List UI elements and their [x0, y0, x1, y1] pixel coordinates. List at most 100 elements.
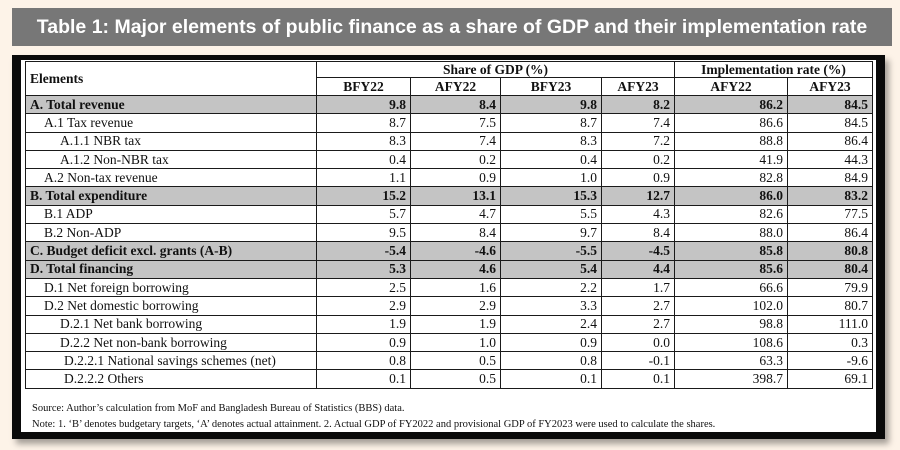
table-row: A.2 Non-tax revenue 1.1 0.9 1.0 0.9 82.8 84.9	[25, 168, 873, 188]
row-value: 98.8	[674, 314, 788, 334]
row-value: 8.4	[601, 223, 675, 243]
row-label: A.1.1 NBR tax	[25, 131, 317, 151]
row-value: 86.2	[674, 94, 788, 115]
row-label: D.2.2.2 Others	[25, 369, 317, 389]
row-label: D.2 Net domestic borrowing	[25, 296, 317, 316]
row-value: 0.1	[316, 369, 411, 389]
col-header-impl-afy23: AFY23	[787, 77, 873, 96]
row-value: 1.7	[601, 277, 675, 298]
row-value: 1.9	[410, 314, 501, 334]
table-title: Table 1: Major elements of public financ…	[12, 8, 892, 46]
row-value: 63.3	[674, 351, 788, 371]
row-value: 3.3	[500, 296, 602, 316]
table-row: A.1 Tax revenue 8.7 7.5 8.7 7.4 86.6 84.5	[25, 113, 873, 133]
row-value: 0.4	[500, 149, 602, 170]
row-value: 9.8	[500, 94, 602, 115]
row-value: 83.2	[787, 186, 873, 206]
row-value: 1.0	[410, 332, 501, 353]
row-value: 41.9	[674, 149, 788, 170]
row-value: 69.1	[787, 369, 873, 389]
row-value: 108.6	[674, 332, 788, 353]
row-label: B. Total expenditure	[25, 186, 317, 206]
table-row: A. Total revenue 9.8 8.4 9.8 8.2 86.2 84.5	[25, 94, 873, 115]
row-value: 86.4	[787, 131, 873, 151]
row-value: 8.7	[500, 113, 602, 133]
row-label: D.2.2 Net non-bank borrowing	[25, 332, 317, 353]
row-value: 398.7	[674, 369, 788, 389]
row-value: 0.8	[316, 351, 411, 371]
table-row: A.1.2 Non-NBR tax 0.4 0.2 0.4 0.2 41.9 44.3	[25, 149, 873, 170]
table-row: B.2 Non-ADP 9.5 8.4 9.7 8.4 88.0 86.4	[25, 223, 873, 243]
row-value: -4.6	[410, 241, 501, 261]
row-value: 2.5	[316, 277, 411, 298]
table-row: B. Total expenditure 15.2 13.1 15.3 12.7 86.0…	[25, 186, 873, 206]
row-value: 80.8	[787, 241, 873, 261]
row-value: 86.4	[787, 223, 873, 243]
table-row: D.2.1 Net bank borrowing 1.9 1.9 2.4 2.7 98.8…	[25, 314, 873, 334]
row-value: 84.5	[787, 113, 873, 133]
row-value: 4.7	[410, 204, 501, 225]
table-notes: Source: Author’s calculation from MoF an…	[32, 401, 862, 432]
row-value: 13.1	[410, 186, 501, 206]
table-row: B.1 ADP 5.7 4.7 5.5 4.3 82.6 77.5	[25, 204, 873, 225]
col-header-bfy23: BFY23	[500, 77, 602, 96]
row-value: 84.5	[787, 94, 873, 115]
row-value: 9.8	[316, 94, 411, 115]
row-value: 111.0	[787, 314, 873, 334]
row-value: 9.5	[316, 223, 411, 243]
table-row: D.2.2.2 Others 0.1 0.5 0.1 0.1 398.7 69.1	[25, 369, 873, 389]
table-row: D.2.2 Net non-bank borrowing 0.9 1.0 0.9 0.0…	[25, 332, 873, 353]
row-label: B.2 Non-ADP	[25, 223, 317, 243]
row-value: 8.2	[601, 94, 675, 115]
row-label: D.1 Net foreign borrowing	[25, 277, 317, 298]
row-value: 4.6	[410, 259, 501, 279]
row-label: A. Total revenue	[25, 94, 317, 115]
row-value: 80.4	[787, 259, 873, 279]
row-label: A.1.2 Non-NBR tax	[25, 149, 317, 170]
row-value: 1.6	[410, 277, 501, 298]
row-value: 82.8	[674, 168, 788, 188]
row-value: 86.6	[674, 113, 788, 133]
row-value: 0.8	[500, 351, 602, 371]
share-of-gdp-header: Share of GDP (%)	[316, 61, 675, 78]
row-value: 1.0	[500, 168, 602, 188]
row-value: 12.7	[601, 186, 675, 206]
row-value: 1.1	[316, 168, 411, 188]
col-header-afy23: AFY23	[601, 77, 675, 96]
row-value: 5.3	[316, 259, 411, 279]
row-value: -5.4	[316, 241, 411, 261]
row-value: 7.5	[410, 113, 501, 133]
row-value: 7.2	[601, 131, 675, 151]
row-value: 0.4	[316, 149, 411, 170]
row-value: 8.4	[410, 94, 501, 115]
row-value: 1.9	[316, 314, 411, 334]
row-value: 7.4	[410, 131, 501, 151]
row-value: 0.0	[601, 332, 675, 353]
row-value: 0.5	[410, 351, 501, 371]
row-value: 5.5	[500, 204, 602, 225]
row-value: 2.7	[601, 314, 675, 334]
row-value: 79.9	[787, 277, 873, 298]
row-value: 0.2	[601, 149, 675, 170]
table-row: D.2.2.1 National savings schemes (net) 0.…	[25, 351, 873, 371]
table-row: A.1.1 NBR tax 8.3 7.4 8.3 7.2 88.8 86.4	[25, 131, 873, 151]
row-label: D.2.2.1 National savings schemes (net)	[25, 351, 317, 371]
row-value: 2.9	[316, 296, 411, 316]
row-value: 7.4	[601, 113, 675, 133]
elements-header: Elements	[25, 61, 317, 96]
row-value: 44.3	[787, 149, 873, 170]
row-value: 84.9	[787, 168, 873, 188]
row-value: 8.4	[410, 223, 501, 243]
row-label: D.2.1 Net bank borrowing	[25, 314, 317, 334]
row-value: 0.9	[601, 168, 675, 188]
row-value: 8.7	[316, 113, 411, 133]
col-header-bfy22: BFY22	[316, 77, 411, 96]
row-value: 86.0	[674, 186, 788, 206]
row-label: A.1 Tax revenue	[25, 113, 317, 133]
row-value: 88.0	[674, 223, 788, 243]
row-value: 66.6	[674, 277, 788, 298]
row-value: 4.3	[601, 204, 675, 225]
row-value: 0.9	[316, 332, 411, 353]
row-label: B.1 ADP	[25, 204, 317, 225]
row-value: 4.4	[601, 259, 675, 279]
